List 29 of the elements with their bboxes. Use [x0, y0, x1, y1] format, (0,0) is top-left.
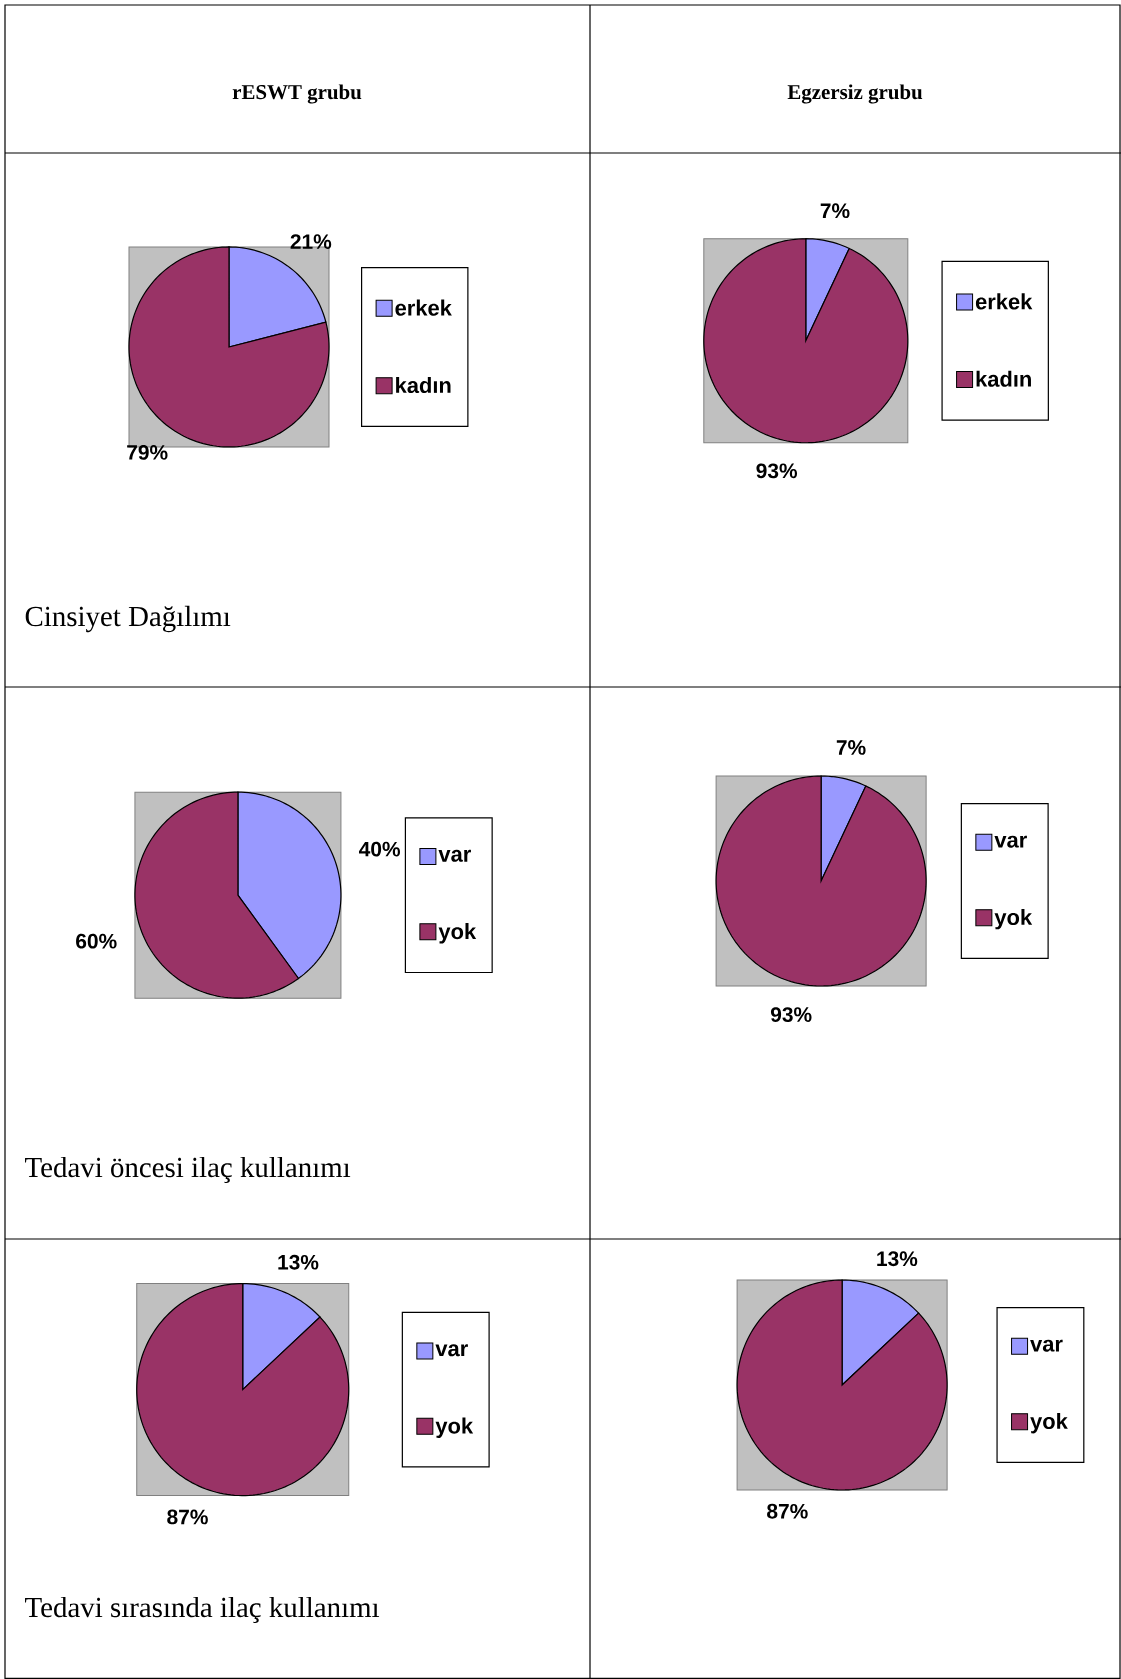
data-label: 7% — [820, 203, 850, 219]
data-label: 21% — [290, 234, 332, 249]
data-label: 40% — [359, 841, 400, 857]
data-label: 93% — [756, 463, 798, 479]
legend-label: var — [1030, 1339, 1063, 1352]
data-label: 13% — [877, 1251, 918, 1267]
legend-label: kadın — [396, 376, 451, 394]
text: Tedavi sırasında ilaç kullanımı — [25, 1596, 380, 1624]
data-label: 60% — [76, 933, 117, 949]
chart-title: rESWT grubu — [232, 84, 362, 104]
legend-label: yok — [994, 908, 1033, 930]
text: Cinsiyet Dağılımı — [25, 605, 231, 633]
data-label: 87% — [167, 1509, 208, 1525]
legend-label: erkek — [975, 293, 1033, 310]
data-label: 79% — [127, 445, 168, 460]
legend-label: var — [435, 1344, 468, 1357]
text: Tedavi öncesi ilaç kullanımı — [25, 1156, 351, 1184]
data-label: 93% — [770, 1007, 812, 1022]
data-label: 7% — [836, 740, 866, 755]
legend-label: erkek — [395, 299, 452, 316]
legend-label: var — [994, 835, 1027, 848]
chart-title: Egzersiz grubu — [787, 84, 923, 104]
legend-label: yok — [1030, 1412, 1068, 1434]
data-label: 13% — [278, 1254, 319, 1270]
legend-label: kadın — [976, 370, 1031, 387]
data-label: 87% — [767, 1503, 808, 1519]
legend-label: yok — [435, 1417, 474, 1438]
legend-label: var — [438, 849, 471, 862]
legend-label: yok — [438, 923, 477, 944]
